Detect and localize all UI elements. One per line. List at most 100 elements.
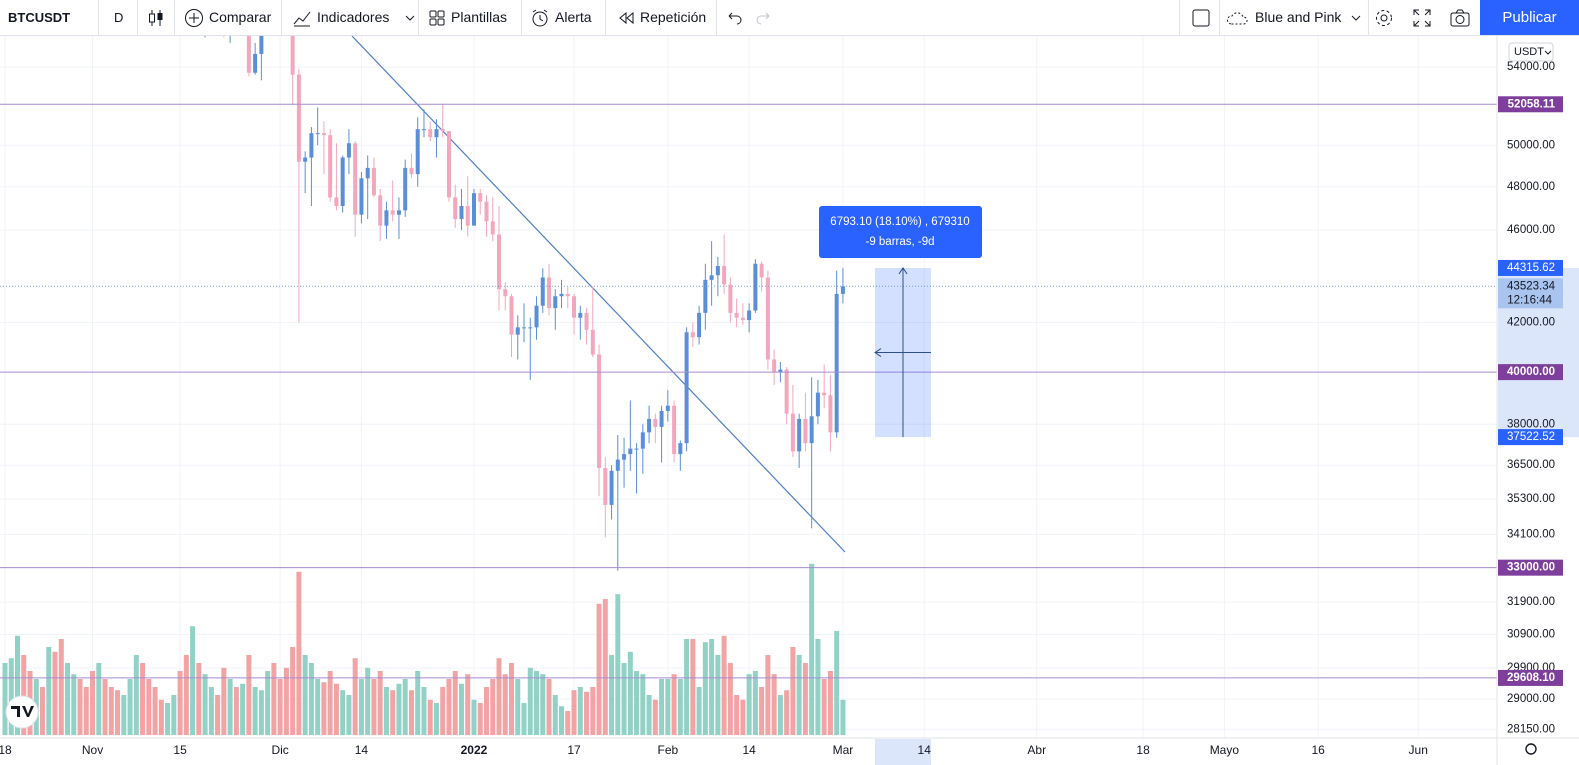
candle-body: [690, 332, 695, 338]
candle-body: [309, 133, 314, 158]
x-tick-label: Dic: [271, 743, 288, 757]
candle-body: [697, 312, 702, 338]
x-tick-label: Abr: [1027, 743, 1046, 757]
x-tick-label: 14: [742, 743, 756, 757]
candle-body: [334, 197, 339, 207]
redo-button[interactable]: [755, 0, 778, 35]
volume-bar: [740, 699, 746, 735]
candle-body: [628, 448, 633, 455]
volume-bar: [577, 687, 583, 735]
volume-bar: [546, 679, 552, 735]
volume-bar: [415, 671, 421, 735]
candle-body: [365, 167, 370, 179]
x-tick-label: Mar: [833, 743, 854, 757]
gear-icon[interactable]: [1525, 743, 1537, 755]
candle-body: [253, 53, 258, 73]
candle-body: [634, 448, 639, 450]
volume-bar: [165, 703, 171, 735]
settings-button[interactable]: [1373, 0, 1400, 35]
candle-body: [572, 296, 577, 318]
price-label-bg: [1498, 559, 1563, 576]
candle-body: [803, 418, 808, 444]
candle-body: [440, 129, 445, 132]
x-tick-label: 14: [918, 743, 932, 757]
volume-bar: [815, 639, 821, 735]
x-tick-label: 17: [567, 743, 581, 757]
price-label: 40000.00: [1507, 366, 1555, 378]
candle-body: [765, 277, 770, 360]
volume-bar: [821, 679, 827, 735]
currency-button[interactable]: USDT: [1508, 42, 1554, 62]
snapshot-button[interactable]: [1449, 0, 1476, 35]
candle-body: [378, 195, 383, 226]
compare-label[interactable]: Comparar: [209, 9, 272, 25]
alert-button[interactable]: Alerta: [530, 0, 592, 35]
volume-bar: [296, 571, 302, 735]
x-tick-label: 15: [173, 743, 187, 757]
volume-bar: [615, 594, 621, 735]
indicators-label[interactable]: Indicadores: [317, 9, 390, 25]
volume-bar: [40, 687, 46, 735]
candle-body: [484, 201, 489, 222]
volume-bar: [715, 655, 721, 735]
fullscreen-button[interactable]: [1412, 0, 1437, 35]
y-tick-label: 42000.00: [1507, 317, 1555, 329]
volume-bar: [565, 711, 571, 735]
candle-body: [622, 454, 627, 460]
candle-body: [584, 312, 589, 330]
volume-bar: [552, 695, 558, 735]
candle-body: [672, 405, 677, 455]
replay-button[interactable]: Repetición: [617, 0, 706, 35]
layout-label[interactable]: Blue and Pink: [1255, 9, 1342, 25]
volume-bar: [421, 687, 427, 735]
symbol[interactable]: BTCUSDT: [8, 10, 71, 25]
volume-bar: [8, 658, 14, 735]
compare-button[interactable]: Comparar: [184, 0, 271, 35]
last-price-bg: [1498, 278, 1563, 309]
volume-bar: [146, 679, 152, 735]
volume-bar: [684, 639, 690, 735]
candle-body: [597, 354, 602, 468]
candle-body: [428, 129, 433, 138]
separator: [174, 0, 175, 35]
volume-bar: [727, 663, 733, 735]
candle-body: [553, 296, 558, 309]
price-label: 33000.00: [1507, 562, 1555, 574]
volume-bar: [183, 655, 189, 735]
interval[interactable]: D: [114, 10, 124, 25]
volume-bar: [802, 663, 808, 735]
volume-bar: [590, 687, 596, 735]
volume-bar: [721, 635, 727, 735]
chart-type[interactable]: [147, 0, 170, 35]
volume-bar: [490, 679, 496, 735]
separator: [1179, 0, 1180, 35]
candle-body: [446, 131, 451, 198]
layout-toggle[interactable]: [1191, 0, 1216, 35]
replay-label[interactable]: Repetición: [640, 9, 707, 25]
undo-button[interactable]: [725, 0, 748, 35]
alert-label[interactable]: Alerta: [555, 9, 592, 25]
candle-body: [565, 293, 570, 297]
volume-bar: [584, 691, 590, 735]
candle-body: [390, 210, 395, 215]
volume-bar: [652, 699, 658, 735]
volume-bar: [333, 683, 339, 735]
candle-body: [353, 143, 358, 215]
x-tick-label: Mayo: [1210, 743, 1240, 757]
volume-bar: [21, 655, 27, 735]
measure-label-bg: [1498, 259, 1563, 276]
candle-body: [678, 443, 683, 455]
templates-button[interactable]: Plantillas: [428, 0, 507, 35]
volume-bar: [308, 663, 314, 735]
volume-bar: [340, 690, 346, 735]
currency-label[interactable]: USDT: [1514, 46, 1544, 58]
publish-button[interactable]: Publicar: [1480, 0, 1579, 35]
layout-button[interactable]: Blue and Pink: [1226, 0, 1368, 35]
candle-body: [534, 305, 539, 328]
settings-gear[interactable]: [1525, 743, 1537, 755]
indicators-button[interactable]: Indicadores: [292, 0, 422, 35]
templates-label[interactable]: Plantillas: [451, 9, 508, 25]
currency-box[interactable]: [1508, 42, 1554, 62]
volume-bar: [215, 695, 221, 735]
